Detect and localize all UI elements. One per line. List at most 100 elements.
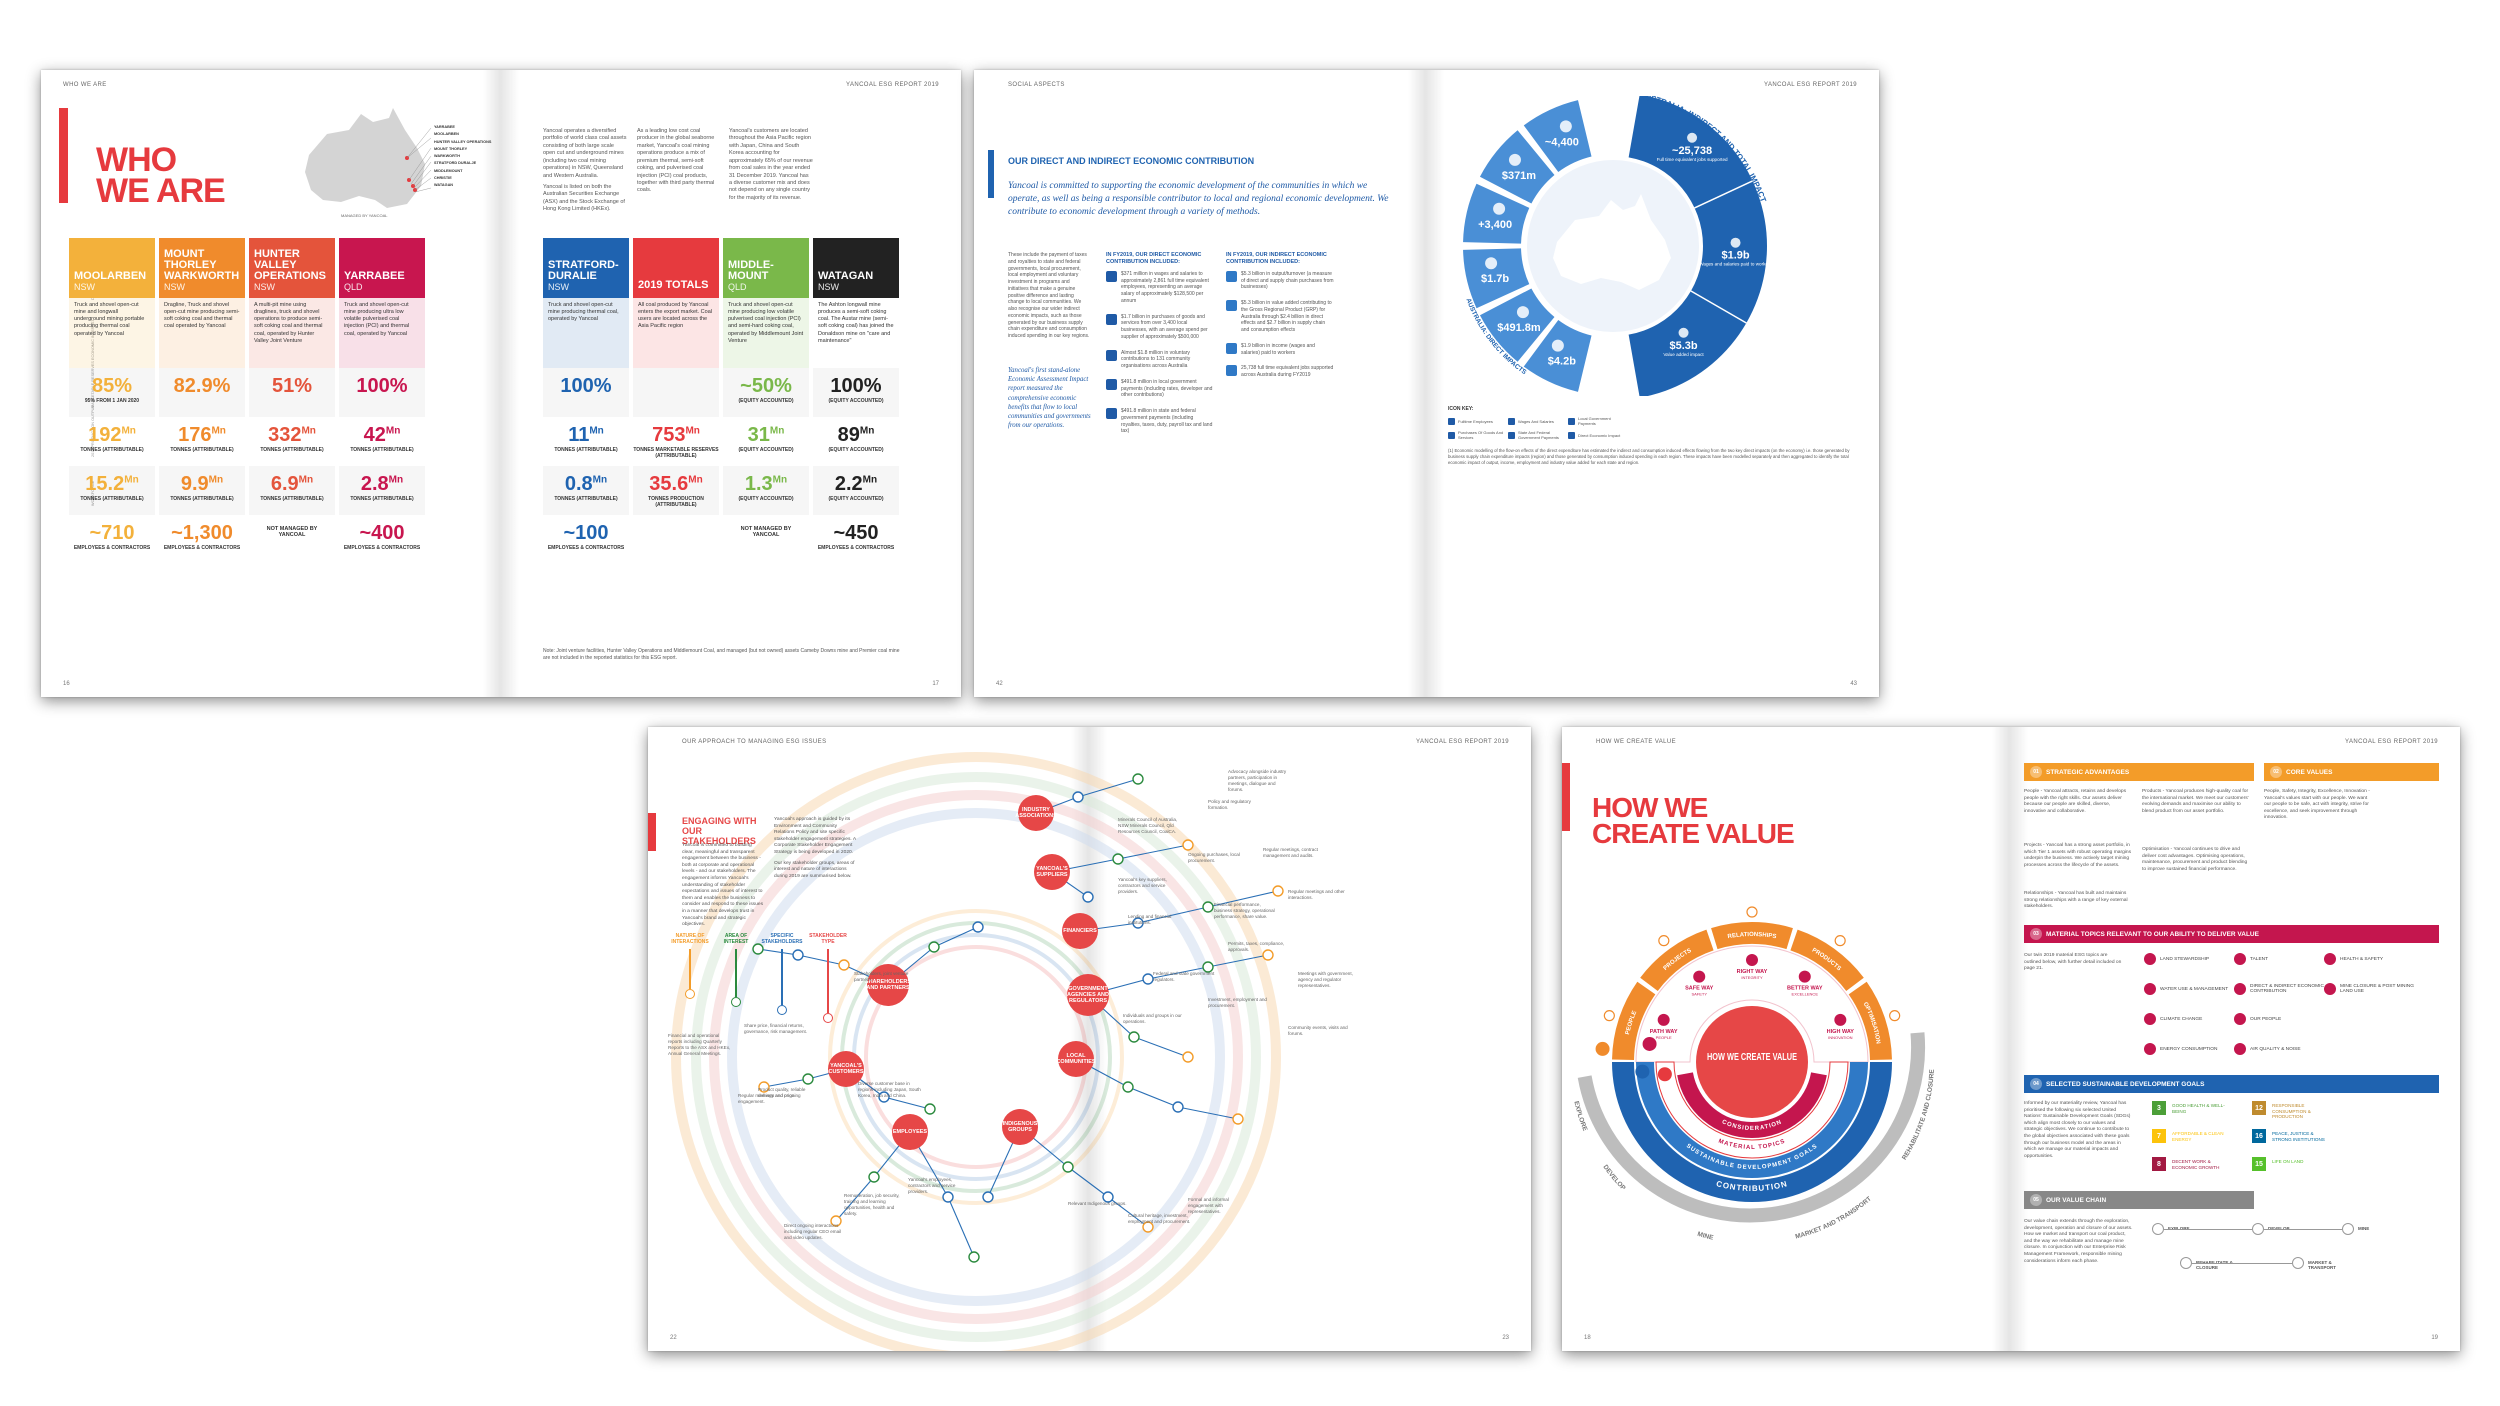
material-topic: WATER USE & MANAGEMENT — [2144, 983, 2234, 995]
icon-key-icon — [1508, 417, 1515, 425]
value-chain-node-label: EXPLORE — [2168, 1226, 2218, 1231]
economic-interest-cell: 82.9% — [159, 368, 245, 417]
intro-paragraph-1: Yancoal operates a diversified portfolio… — [543, 128, 627, 214]
reserves-unit: Mn — [685, 425, 700, 437]
economic-interest-value: 100% — [830, 375, 882, 397]
branch-leaf — [1142, 973, 1154, 985]
page-title: HOW WE CREATE VALUE — [1592, 794, 1795, 847]
value-chain-node — [2292, 1257, 2304, 1269]
reserves-label: TONNES (ATTRIBUTABLE) — [350, 447, 414, 453]
icon-key-item: Local Government Payments — [1568, 416, 1624, 426]
stakeholder-node: LOCAL COMMUNITIES — [1056, 1041, 1096, 1077]
icon-key-title: ICON KEY: — [1448, 406, 1474, 412]
branch-leaf — [1232, 1113, 1244, 1125]
icon-key-icon — [1508, 431, 1515, 439]
section-header-bar: 01 STRATEGIC ADVANTAGES — [2024, 763, 2254, 781]
material-topic-label: TALENT — [2250, 956, 2269, 962]
section-number: 05 — [2030, 1194, 2042, 1206]
core-value-title: PATH WAY — [1650, 1029, 1678, 1035]
mine-name-header: MOUNT THORLEY WARKWORTH NSW — [159, 238, 245, 298]
strategic-advantage-text: Relationships - Yancoal has built and ma… — [2024, 891, 2128, 910]
inner-ring — [828, 909, 1124, 1205]
contribution-text: $491.8 million in state and federal gove… — [1121, 408, 1213, 435]
consideration-band — [1677, 1072, 1827, 1138]
production-unit: Mn — [688, 474, 703, 486]
mine-description: Dragline, Truck and shovel open-cut mine… — [159, 298, 245, 368]
mine-state: QLD — [728, 282, 747, 292]
economic-interest-note: (EQUITY ACCOUNTED) — [828, 398, 884, 404]
stakeholder-node: INDUSTRY ASSOCIATIONS — [1015, 795, 1057, 831]
workforce-cell: NOT MANAGED BY YANCOAL — [249, 515, 335, 564]
icon-key-icon — [1448, 431, 1455, 439]
mine-name-header: WATAGAN NSW — [813, 238, 899, 298]
mine-column: 2019 TOTALS All coal produced by Yancoal … — [633, 238, 719, 564]
contribution-item: $371 million in wages and salaries to ap… — [1106, 270, 1214, 305]
mine-state: QLD — [344, 282, 363, 292]
page-number-right: 23 — [1502, 1335, 1509, 1341]
indirect-impact-value: ~25,738 — [1672, 145, 1712, 157]
indirect-impact-icon — [1678, 327, 1689, 338]
mine-name: HUNTER VALLEY OPERATIONS — [254, 248, 326, 282]
direct-impact-icon — [1485, 257, 1498, 270]
section-number: 02 — [2270, 766, 2282, 778]
running-header-right: YANCOAL ESG REPORT 2019 — [1415, 739, 1509, 745]
title-line-2: WE ARE — [96, 172, 226, 211]
stakeholder-note: Federal and state government regulators. — [1153, 971, 1215, 982]
value-chain-node-label: DEVELOP — [2268, 1226, 2318, 1231]
production-cell: 6.9Mn TONNES (ATTRIBUTABLE) — [249, 466, 335, 515]
footnote: (1) Economic modelling of the flow-on ef… — [1448, 448, 1850, 465]
reserves-value: 31Mn — [723, 425, 809, 445]
icon-key-item: State And Federal Government Payments — [1508, 430, 1564, 440]
sdg-badge: 15 — [2252, 1157, 2266, 1171]
core-value-subtitle: PEOPLE — [1656, 1035, 1672, 1040]
section-title: STRATEGIC ADVANTAGES — [2046, 768, 2130, 776]
icon-key-label: Purchases Of Goods And Services — [1458, 430, 1504, 440]
production-number: 35.6 — [649, 473, 689, 495]
strategic-advantage-icon — [1834, 935, 1846, 947]
intro-paragraph-2: Yancoal's approach is guided by its Envi… — [774, 817, 856, 880]
mine-name-header: HUNTER VALLEY OPERATIONS NSW — [249, 238, 335, 298]
legend-dot — [731, 997, 741, 1007]
reserves-value: 332Mn — [249, 425, 335, 445]
branch-line — [1207, 954, 1269, 968]
stakeholder-note: Lending and financial institutions. — [1128, 914, 1172, 925]
branch-leaf — [1132, 917, 1144, 929]
core-value-icon — [1798, 970, 1811, 983]
material-topic-icon — [2324, 983, 2336, 995]
stakeholder-note: Yancoal's employees, contractors and ser… — [908, 1177, 956, 1194]
material-topic-icon — [2144, 953, 2156, 965]
value-chain-node — [2152, 1223, 2164, 1235]
section-number: 01 — [2030, 766, 2042, 778]
section-title: OUR VALUE CHAIN — [2046, 1196, 2107, 1204]
workforce-cell: ~100 EMPLOYEES & CONTRACTORS — [543, 515, 629, 564]
production-value: 1.3Mn — [723, 474, 809, 494]
workforce-cell: ~450 EMPLOYEES & CONTRACTORS — [813, 515, 899, 564]
strategic-advantage-icon — [1746, 906, 1758, 918]
reserves-unit: Mn — [301, 425, 316, 437]
reserves-number: 11 — [568, 424, 590, 446]
production-value: 15.2Mn — [69, 474, 155, 494]
sdg-label: AFFORDABLE & CLEAN ENERGY — [2172, 1131, 2224, 1142]
stakeholder-node: INDIGENOUS GROUPS — [1002, 1109, 1038, 1145]
sdg-intro: Informed by our materiality review, Yanc… — [2024, 1101, 2131, 1159]
mine-description: All coal produced by Yancoal enters the … — [633, 298, 719, 368]
workforce-cell — [633, 515, 719, 564]
contribution-item: $5.3 billion in value added contributing… — [1226, 300, 1334, 334]
section-header-bar: 04 SELECTED SUSTAINABLE DEVELOPMENT GOALS — [2024, 1075, 2439, 1093]
production-number: 15.2 — [85, 473, 125, 495]
production-cell: 2.8Mn TONNES (ATTRIBUTABLE) — [339, 466, 425, 515]
workforce-label: EMPLOYEES & CONTRACTORS — [163, 545, 241, 551]
mine-description: Truck and shovel open-cut mine and longw… — [69, 298, 155, 368]
indirect-impact-value: $1.9b — [1721, 250, 1749, 262]
indirect-impact-label: Full time equivalent jobs supported — [1657, 157, 1728, 162]
spread-gutter — [1992, 727, 2028, 1351]
section-header-bar: 02 CORE VALUES — [2264, 763, 2439, 781]
mine-column: MOUNT THORLEY WARKWORTH NSW Dragline, Truc… — [159, 238, 245, 564]
material-topic: MINE CLOSURE & POST MINING LAND USE — [2324, 983, 2414, 995]
workforce-value: ~400 — [359, 522, 405, 544]
branch-line — [1127, 1086, 1179, 1108]
stakeholder-note: Formal and informal engagement with repr… — [1188, 1197, 1229, 1214]
material-topic: TALENT — [2234, 953, 2324, 965]
indirect-segment-divider — [1690, 290, 1747, 324]
icon-key-items: Fulltime Employees Wages And Salaries Loca… — [1448, 416, 1620, 440]
